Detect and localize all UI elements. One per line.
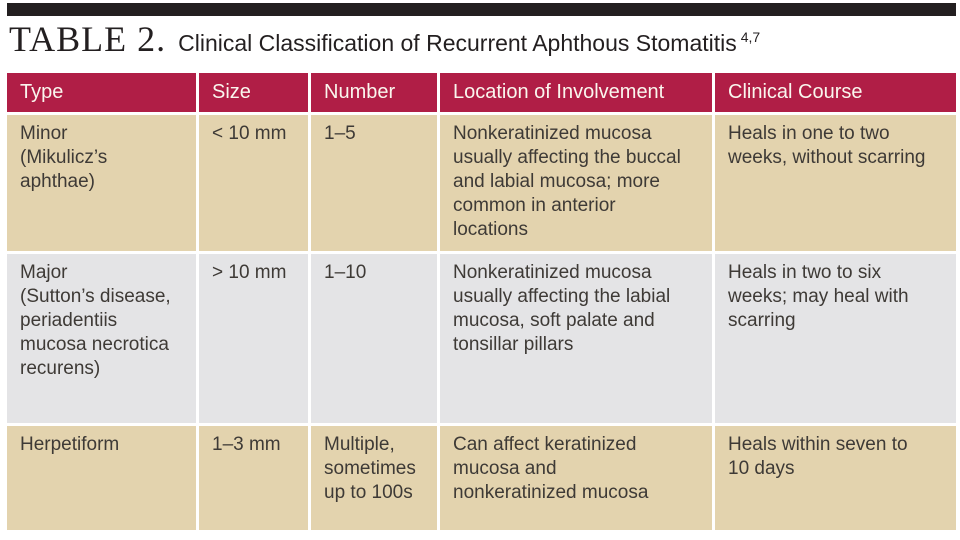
cell-major-type: Major (Sutton’s disease, periadentiis mu… bbox=[7, 254, 196, 423]
cell-minor-number: 1–5 bbox=[311, 115, 437, 251]
table-caption: TABLE 2. Clinical Classification of Recu… bbox=[9, 18, 953, 66]
cell-major-size: > 10 mm bbox=[199, 254, 308, 423]
cell-herpetiform-number: Multiple, sometimes up to 100s bbox=[311, 426, 437, 530]
cell-minor-type: Minor (Mikulicz’s aphthae) bbox=[7, 115, 196, 251]
column-header-number: Number bbox=[311, 73, 437, 112]
cell-minor-location: Nonkeratinized mucosa usually affecting … bbox=[440, 115, 712, 251]
column-header-type: Type bbox=[7, 73, 196, 112]
column-header-location: Location of Involvement bbox=[440, 73, 712, 112]
table-title-text: Clinical Classification of Recurrent Aph… bbox=[178, 30, 737, 56]
column-header-size: Size bbox=[199, 73, 308, 112]
column-header-clinical-course: Clinical Course bbox=[715, 73, 956, 112]
table-number-label: TABLE 2. bbox=[9, 19, 167, 59]
cell-herpetiform-course: Heals within seven to 10 days bbox=[715, 426, 956, 530]
cell-herpetiform-location: Can affect keratinized mucosa and nonker… bbox=[440, 426, 712, 530]
cell-minor-course: Heals in one to two weeks, without scarr… bbox=[715, 115, 956, 251]
cell-herpetiform-type: Herpetiform bbox=[7, 426, 196, 530]
cell-herpetiform-size: 1–3 mm bbox=[199, 426, 308, 530]
cell-minor-size: < 10 mm bbox=[199, 115, 308, 251]
reference-superscript: 4,7 bbox=[740, 29, 761, 45]
cell-major-location: Nonkeratinized mucosa usually affecting … bbox=[440, 254, 712, 423]
cell-major-course: Heals in two to six weeks; may heal with… bbox=[715, 254, 956, 423]
cell-major-number: 1–10 bbox=[311, 254, 437, 423]
classification-table: Type Size Number Location of Involvement… bbox=[7, 73, 956, 530]
top-rule-bar bbox=[7, 3, 956, 16]
